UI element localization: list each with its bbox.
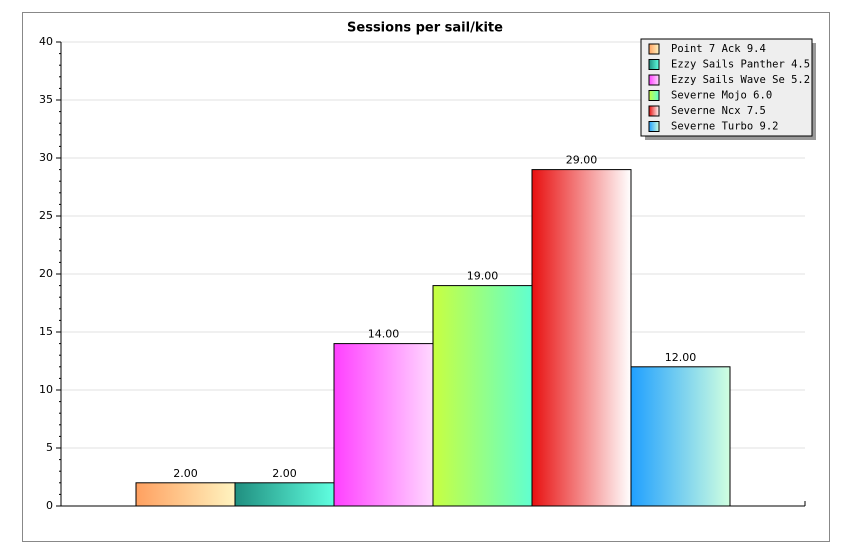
legend-swatch — [648, 43, 660, 55]
value-label: 2.00 — [272, 467, 297, 480]
chart-title: Sessions per sail/kite — [347, 21, 503, 36]
value-label: 2.00 — [173, 467, 198, 480]
legend-label: Ezzy Sails Wave Se 5.2 — [671, 74, 810, 86]
legend — [640, 38, 813, 137]
bar — [135, 482, 236, 507]
bar — [432, 285, 533, 507]
bar — [531, 169, 632, 507]
y-tick-label: 10 — [39, 383, 53, 396]
y-tick-label: 30 — [39, 151, 53, 164]
value-label: 12.00 — [665, 351, 697, 364]
value-label: 19.00 — [467, 270, 499, 283]
y-tick-label: 0 — [46, 499, 53, 512]
value-label: 29.00 — [566, 154, 598, 167]
legend-swatch — [648, 74, 660, 86]
legend-swatch — [648, 105, 660, 117]
y-tick-label: 40 — [39, 35, 53, 48]
y-tick-label: 35 — [39, 93, 53, 106]
legend-swatch — [648, 59, 660, 70]
y-tick-label: 25 — [39, 209, 53, 222]
bar — [630, 366, 731, 507]
value-label: 14.00 — [368, 328, 400, 341]
legend-label: Severne Turbo 9.2 — [671, 121, 778, 133]
y-tick-label: 5 — [46, 441, 53, 454]
bar — [333, 343, 434, 507]
legend-label: Point 7 Ack 9.4 — [671, 43, 766, 55]
legend-swatch — [648, 90, 660, 101]
legend-label: Severne Mojo 6.0 — [671, 90, 772, 102]
legend-label: Ezzy Sails Panther 4.5 — [671, 59, 810, 71]
y-tick-label: 15 — [39, 325, 53, 338]
y-tick-label: 20 — [39, 267, 53, 280]
legend-swatch — [648, 121, 660, 132]
legend-label: Severne Ncx 7.5 — [671, 105, 766, 117]
bar — [234, 482, 335, 507]
